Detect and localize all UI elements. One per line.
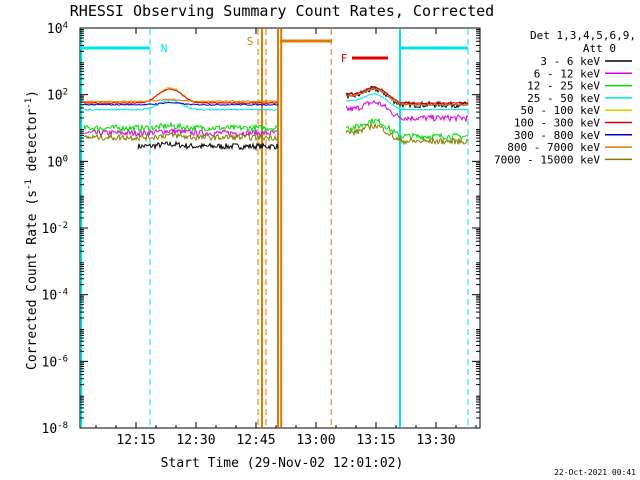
legend-label-4: 50 - 100 keV [521, 104, 601, 117]
x-tick-label-1: 12:30 [176, 433, 215, 448]
x-tick-label-5: 13:30 [416, 433, 455, 448]
status-bars [80, 39, 468, 60]
plot-area: N S F [79, 27, 481, 429]
series-7-segment-1 [83, 98, 279, 103]
series-0-segment-1 [137, 140, 279, 152]
time-markers [80, 29, 469, 427]
x-axis: 12:15 12:30 12:45 13:00 13:15 13:30 [95, 28, 477, 448]
series-3-segment-2 [345, 93, 469, 111]
series-7 [83, 88, 469, 106]
series-5-segment-2 [345, 86, 469, 105]
series-7-segment-2 [345, 88, 469, 106]
legend-label-0: 3 - 6 keV [540, 55, 600, 68]
y-tick-label-5: 10-6 [42, 354, 69, 370]
marker-f: F [341, 52, 348, 65]
legend-header-1: Det 1,3,4,5,6,9, [530, 29, 636, 42]
y-tick-label-6: 10-8 [42, 421, 69, 437]
series-1-segment-2 [345, 100, 469, 123]
y-axis-label-end: ) [25, 90, 40, 98]
y-tick-label-0: 104 [47, 21, 68, 37]
y-axis-label-mid: detector [25, 109, 40, 180]
y-tick-label-2: 100 [47, 154, 68, 170]
marker-s: S [247, 35, 254, 48]
series-8 [83, 123, 469, 146]
legend-label-7: 800 - 7000 keV [507, 141, 600, 154]
series-5-segment-1 [83, 88, 279, 105]
series-2-segment-1 [83, 121, 279, 133]
series-3-segment-1 [83, 99, 279, 111]
x-tick-label-4: 13:15 [356, 433, 395, 448]
y-tick-label-3: 10-2 [42, 221, 69, 237]
legend-label-1: 6 - 12 keV [534, 67, 601, 80]
timestamp: 22-Oct-2021 00:41 [554, 468, 636, 477]
x-tick-label-2: 12:45 [236, 433, 275, 448]
legend-label-3: 25 - 50 keV [527, 92, 600, 105]
series-lines [83, 85, 469, 152]
y-axis-label-sup2: -1 [24, 98, 34, 109]
x-tick-label-0: 12:15 [116, 433, 155, 448]
legend-label-6: 300 - 800 keV [514, 129, 600, 142]
legend-label-5: 100 - 300 keV [514, 117, 600, 130]
marker-n: N [161, 42, 168, 55]
series-5 [83, 86, 469, 105]
x-tick-label-3: 13:00 [296, 433, 335, 448]
series-8-segment-2 [345, 123, 469, 146]
x-axis-label: Start Time (29-Nov-02 12:01:02) [161, 456, 404, 471]
y-axis-label-sup1: -1 [24, 179, 34, 190]
y-tick-label-1: 102 [47, 88, 68, 104]
legend-label-8: 7000 - 15000 keV [494, 153, 600, 166]
y-axis: 104 102 100 10-2 10-4 10-6 10-8 [42, 21, 480, 437]
y-tick-label-4: 10-4 [42, 288, 69, 304]
chart-title: RHESSI Observing Summary Count Rates, Co… [70, 2, 494, 20]
series-3 [83, 93, 469, 111]
marker-labels: N S F [161, 35, 348, 65]
series-6-segment-1 [83, 101, 279, 106]
legend-label-2: 12 - 25 keV [527, 80, 600, 93]
plot-frame [79, 27, 481, 429]
legend-header-2: Att 0 [583, 42, 616, 55]
y-axis-label: Corrected Count Rate (s-1 detector-1) [24, 90, 40, 370]
series-8-segment-1 [83, 131, 279, 143]
y-axis-label-main: Corrected Count Rate (s [25, 190, 40, 370]
